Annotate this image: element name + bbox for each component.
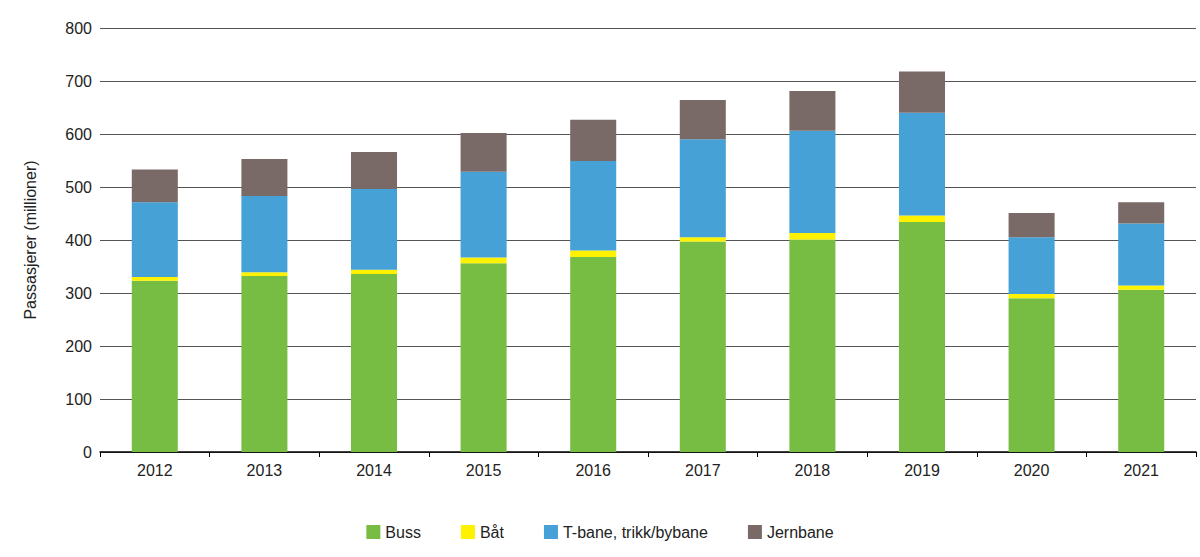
- svg-text:2018: 2018: [795, 462, 831, 479]
- svg-text:2015: 2015: [466, 462, 502, 479]
- svg-text:0: 0: [83, 444, 92, 461]
- svg-text:600: 600: [65, 126, 92, 143]
- svg-text:400: 400: [65, 232, 92, 249]
- svg-text:2014: 2014: [356, 462, 392, 479]
- svg-text:Buss: Buss: [385, 524, 421, 541]
- svg-text:2020: 2020: [1014, 462, 1050, 479]
- svg-text:Jernbane: Jernbane: [767, 524, 834, 541]
- svg-text:100: 100: [65, 391, 92, 408]
- svg-text:700: 700: [65, 73, 92, 90]
- svg-text:2012: 2012: [137, 462, 173, 479]
- svg-text:2013: 2013: [247, 462, 283, 479]
- svg-text:2019: 2019: [904, 462, 940, 479]
- svg-text:2021: 2021: [1123, 462, 1159, 479]
- svg-text:Passasjerer (millioner): Passasjerer (millioner): [22, 160, 39, 319]
- svg-text:200: 200: [65, 338, 92, 355]
- svg-text:800: 800: [65, 20, 92, 37]
- svg-text:300: 300: [65, 285, 92, 302]
- svg-text:2016: 2016: [575, 462, 611, 479]
- svg-text:2017: 2017: [685, 462, 721, 479]
- svg-text:T-bane, trikk/bybane: T-bane, trikk/bybane: [563, 524, 708, 541]
- svg-text:500: 500: [65, 179, 92, 196]
- svg-text:Båt: Båt: [480, 524, 505, 541]
